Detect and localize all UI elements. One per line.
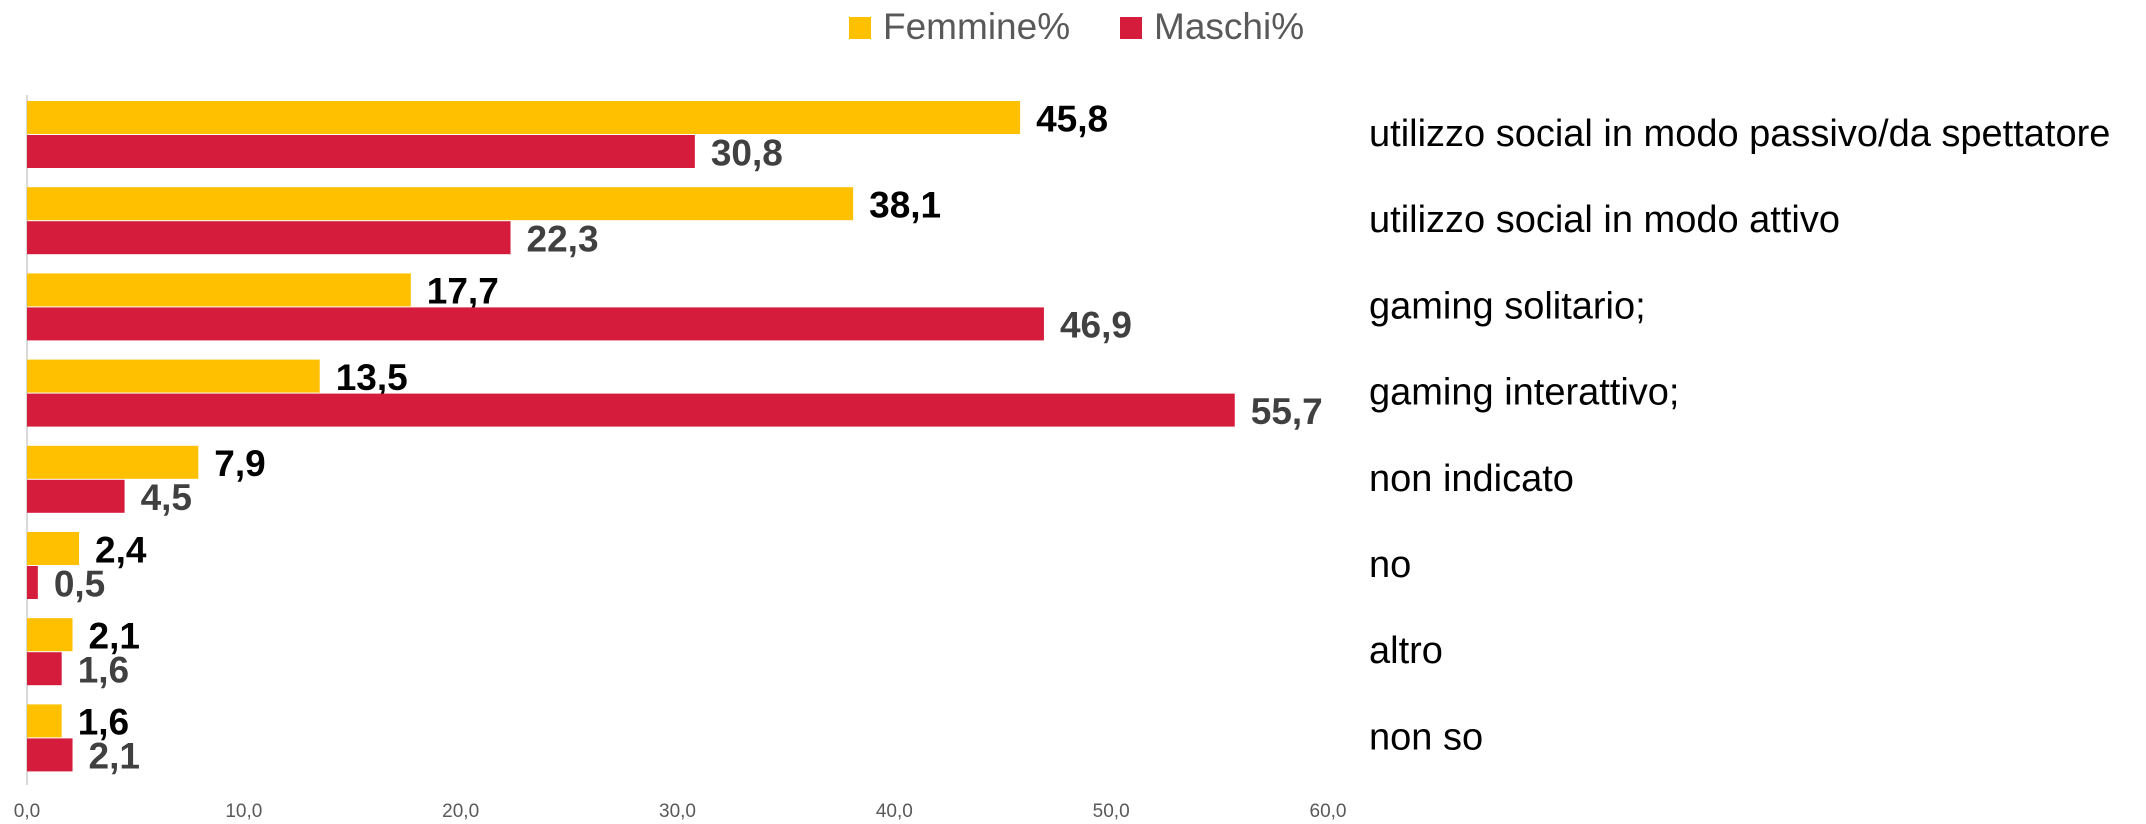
bar <box>27 652 62 686</box>
bar <box>27 618 73 652</box>
category-label: non so <box>1369 716 1483 758</box>
value-label: 7,9 <box>214 443 265 484</box>
x-tick-label: 60,0 <box>1310 801 1347 822</box>
value-label: 45,8 <box>1036 98 1108 139</box>
x-tick-label: 20,0 <box>442 801 479 822</box>
legend-label: Maschi% <box>1154 6 1304 47</box>
value-label: 30,8 <box>711 132 783 173</box>
x-tick-label: 0,0 <box>14 801 40 822</box>
value-label: 22,3 <box>527 218 599 259</box>
bar <box>27 221 511 255</box>
category-label: non indicato <box>1369 458 1574 500</box>
x-tick-label: 40,0 <box>876 801 913 822</box>
x-tick-label: 30,0 <box>659 801 696 822</box>
bar <box>27 704 62 738</box>
value-label: 2,4 <box>95 529 147 570</box>
category-label: utilizzo social in modo attivo <box>1369 199 1840 241</box>
value-label: 55,7 <box>1251 391 1323 432</box>
bar <box>27 273 411 307</box>
category-label: gaming solitario; <box>1369 285 1646 327</box>
bar <box>27 101 1021 134</box>
bar <box>27 445 199 479</box>
category-label: utilizzo social in modo passivo/da spett… <box>1369 113 2110 155</box>
bar <box>27 393 1235 427</box>
bar <box>27 187 854 221</box>
value-label: 38,1 <box>869 184 941 225</box>
legend-swatch <box>849 17 871 39</box>
value-label: 46,9 <box>1060 305 1132 346</box>
value-label: 4,5 <box>141 477 192 518</box>
x-tick-label: 10,0 <box>225 801 262 822</box>
bar <box>27 532 80 565</box>
bar <box>27 566 38 599</box>
bar <box>27 359 320 393</box>
value-label: 1,6 <box>78 649 129 690</box>
value-label: 2,1 <box>89 736 140 777</box>
category-label: gaming interattivo; <box>1369 372 1680 414</box>
value-label: 0,5 <box>54 563 105 604</box>
bar <box>27 135 695 168</box>
bar <box>27 307 1044 341</box>
value-label: 1,6 <box>78 702 129 743</box>
value-label: 13,5 <box>336 357 408 398</box>
legend-label: Femmine% <box>883 6 1070 47</box>
category-label: no <box>1369 544 1411 586</box>
x-tick-label: 50,0 <box>1093 801 1130 822</box>
value-label: 2,1 <box>89 615 140 656</box>
legend-swatch <box>1120 17 1142 39</box>
bar <box>27 479 125 513</box>
category-label: altro <box>1369 630 1443 672</box>
bar <box>27 738 73 772</box>
value-label: 17,7 <box>427 271 499 312</box>
